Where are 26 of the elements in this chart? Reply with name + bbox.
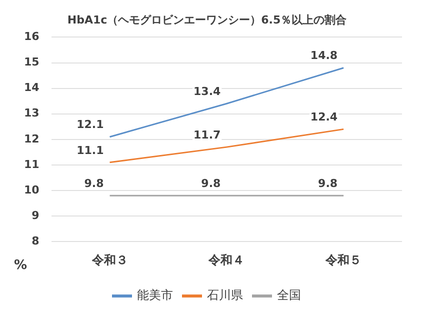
y-tick-label: 11 (24, 158, 40, 171)
legend-label: 能美市 (137, 288, 173, 302)
data-label: 14.8 (310, 49, 338, 62)
y-tick-label: 16 (24, 30, 40, 44)
data-label: 12.4 (310, 110, 338, 124)
data-label: 13.4 (194, 84, 221, 98)
y-tick-label: 13 (24, 106, 40, 120)
y-tick-label: 10 (24, 183, 40, 196)
y-axis-title: % (14, 258, 28, 273)
data-label: 9.8 (318, 176, 338, 190)
chart-title: HbA1c（ヘモグロビンエーワンシー）6.5％以上の割合 (67, 13, 348, 26)
y-tick-label: 9 (32, 208, 40, 222)
data-label: 9.8 (201, 176, 221, 190)
x-tick-label: 令和４ (208, 252, 245, 267)
data-label: 9.8 (84, 176, 104, 190)
y-tick-label: 15 (24, 56, 40, 69)
data-label: 11.1 (76, 144, 104, 157)
y-tick-label: 12 (24, 132, 40, 146)
data-label: 12.1 (76, 118, 104, 132)
y-tick-label: 14 (24, 81, 40, 94)
y-tick-label: 8 (32, 234, 40, 248)
data-label: 11.7 (194, 128, 221, 142)
x-tick-label: 令和３ (90, 252, 128, 267)
legend-label: 全国 (277, 288, 301, 302)
legend-label: 石川県 (207, 288, 243, 302)
x-tick-label: 令和５ (324, 252, 362, 267)
